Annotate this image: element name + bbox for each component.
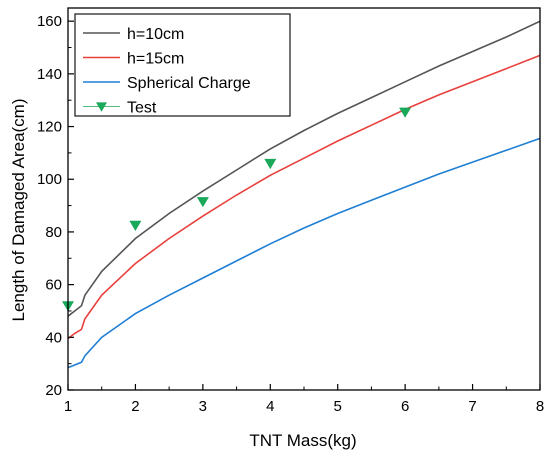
series-line-2 [68,137,540,369]
x-tick-label-0: 1 [64,398,72,415]
legend-swatch-3 [96,102,107,112]
series-line-1 [68,54,540,340]
test-point-4 [399,107,412,118]
legend-label-2: Spherical Charge [127,75,251,92]
axis-layer: TNT Mass(kg) Length of Damaged Area(cm) … [9,7,544,450]
x-tick-label-2: 3 [199,398,207,415]
y-tick-label-7: 160 [37,13,62,30]
y-axis-title: Length of Damaged Area(cm) [9,98,28,321]
x-tick-label-5: 6 [401,398,409,415]
y-tick-label-3: 80 [45,224,62,241]
y-tick-label-6: 140 [37,66,62,83]
legend-label-0: h=10cm [127,26,184,43]
series-line-0 [68,20,540,317]
legend-label-1: h=15cm [127,51,184,68]
test-point-3 [264,158,277,170]
y-tick-label-5: 120 [37,119,62,136]
x-tick-label-6: 7 [468,398,476,415]
y-tick-label-2: 60 [45,277,62,294]
test-point-1 [129,220,142,231]
legend-label-3: Test [127,100,157,117]
x-tick-label-4: 5 [334,398,342,415]
y-tick-label-4: 100 [37,171,62,188]
plot-layer [62,20,540,369]
x-axis-title: TNT Mass(kg) [249,431,356,450]
test-point-2 [196,197,209,208]
y-tick-label-1: 40 [45,329,62,346]
legend-box [74,13,291,117]
x-tick-label-7: 8 [536,398,544,415]
x-tick-label-1: 2 [131,398,139,415]
legend: h=10cm h=15cm Spherical Charge Test [74,13,291,117]
x-tick-label-3: 4 [266,398,274,415]
y-tick-label-0: 20 [45,382,62,399]
